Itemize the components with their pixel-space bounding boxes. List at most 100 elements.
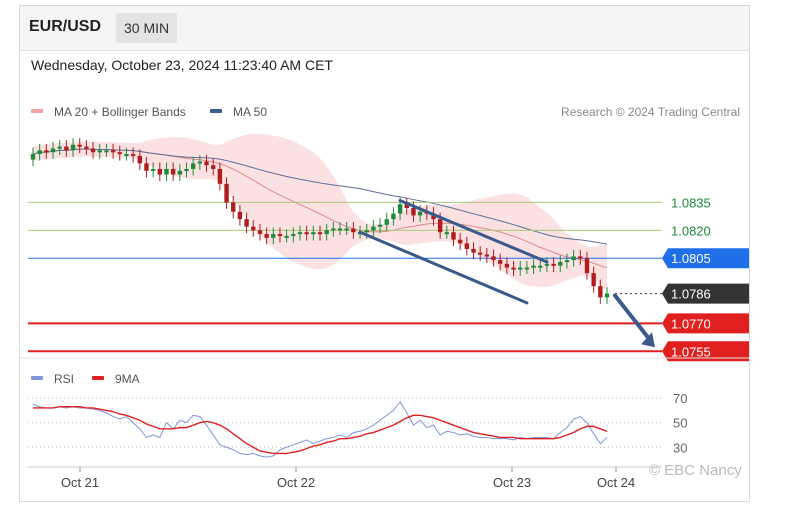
level-tag-1.0755 — [662, 341, 749, 362]
ma50-legend-label: MA 50 — [233, 105, 267, 119]
rsi-legend-swatch — [31, 376, 43, 380]
candle-body — [397, 204, 403, 214]
watermark: © EBC Nancy — [649, 462, 742, 479]
candle-body — [364, 230, 369, 233]
candle-body — [471, 248, 476, 253]
candle-body — [584, 258, 590, 274]
candle-body — [371, 226, 376, 231]
candle-body — [37, 150, 42, 155]
rsi-series-9ma — [33, 406, 608, 455]
candle-body — [484, 254, 490, 257]
candle-body — [284, 235, 289, 238]
candle-body — [44, 150, 49, 153]
candle-body — [491, 256, 496, 261]
bollinger-band — [33, 133, 607, 291]
ma20-legend-label: MA 20 + Bollinger Bands — [54, 105, 186, 119]
candle-body — [110, 150, 116, 153]
level-label-1.0805: 1.0805 — [671, 251, 711, 266]
candle-body — [431, 213, 436, 220]
candle-body — [464, 243, 470, 249]
candle-body — [591, 273, 596, 287]
time-axis-label: Oct 23 — [493, 475, 531, 490]
candle-body — [391, 213, 396, 220]
candle-body — [130, 154, 136, 157]
candle-body — [317, 232, 323, 235]
candle-body — [164, 168, 169, 175]
rsi-legend: RSI 9MA — [31, 372, 140, 386]
time-axis-label: Oct 24 — [597, 475, 635, 490]
candle-body — [117, 152, 122, 155]
candle-body — [77, 144, 82, 147]
level-label-1.0755: 1.0755 — [671, 344, 711, 359]
candle-body — [104, 150, 109, 153]
level-label-1.0786: 1.0786 — [671, 287, 711, 302]
candle-body — [311, 232, 316, 235]
candle-body — [211, 165, 216, 169]
channel-upper-line — [398, 199, 549, 264]
candle-body — [251, 226, 256, 231]
chart-card: EUR/USD 30 MIN Wednesday, October 23, 20… — [19, 5, 750, 502]
channel-lower-line — [358, 230, 529, 305]
candle-body — [477, 252, 483, 255]
candle-body — [144, 163, 149, 171]
ma20-legend-swatch — [31, 109, 43, 113]
projection-arrow-shaft — [613, 293, 653, 344]
candle-body — [204, 161, 209, 166]
candle-body — [57, 146, 62, 149]
candle-body — [124, 154, 129, 157]
instrument-pair: EUR/USD — [29, 18, 102, 35]
candle-body — [271, 234, 276, 238]
level-tag-1.0805 — [662, 248, 749, 269]
level-tag-1.0770 — [662, 313, 749, 334]
source-credit: Research © 2024 Trading Central — [561, 105, 740, 119]
time-axis: Oct 21 Oct 22 Oct 23 Oct 24 — [28, 466, 662, 490]
candle-body — [231, 202, 236, 212]
interval-selector[interactable]: 30 MIN — [116, 13, 178, 43]
candle-body — [457, 239, 463, 244]
candle-body — [377, 224, 383, 227]
level-label-1.0820: 1.0820 — [671, 223, 711, 238]
candle-body — [97, 150, 102, 153]
candle-body — [50, 148, 56, 153]
candle-body — [244, 219, 249, 227]
candle-body — [411, 208, 416, 216]
candle-body — [70, 144, 76, 151]
price-legend: MA 20 + Bollinger Bands MA 50 Research ©… — [31, 105, 740, 119]
candle-body — [531, 265, 536, 268]
candle-body — [437, 219, 443, 233]
candle-body — [417, 211, 423, 216]
candle-body — [558, 261, 563, 266]
candle-body — [177, 170, 183, 175]
candle-body — [190, 163, 196, 169]
time-axis-label: Oct 22 — [277, 475, 315, 490]
candle-body — [30, 154, 36, 160]
candle-body — [384, 219, 389, 225]
candle-body — [331, 228, 336, 231]
rsi-tick-30: 30 — [673, 440, 687, 455]
candle-body — [224, 183, 229, 203]
candle-body — [324, 230, 329, 235]
candle-body — [404, 204, 409, 209]
candle-body — [217, 168, 223, 184]
rsi-panel: 30 50 70 — [28, 391, 687, 458]
rsi-series-rsi — [32, 400, 608, 458]
candle-body — [511, 267, 516, 270]
candle-body — [444, 232, 450, 235]
candle-body — [498, 260, 503, 264]
level-label-1.0770: 1.0770 — [671, 316, 711, 331]
candle-body — [257, 230, 263, 235]
candle-body — [604, 293, 610, 298]
candle-body — [291, 234, 296, 237]
candle-body — [504, 263, 510, 268]
candle-body — [90, 148, 96, 153]
ma50-line — [32, 148, 608, 245]
ma9-legend-swatch — [92, 376, 104, 380]
candle-body — [524, 267, 530, 270]
time-axis-label: Oct 21 — [61, 475, 99, 490]
candle-body — [304, 232, 309, 235]
candle-body — [297, 232, 303, 235]
candle-body — [551, 263, 556, 266]
candle-body — [538, 265, 543, 268]
candle-body — [351, 228, 356, 233]
